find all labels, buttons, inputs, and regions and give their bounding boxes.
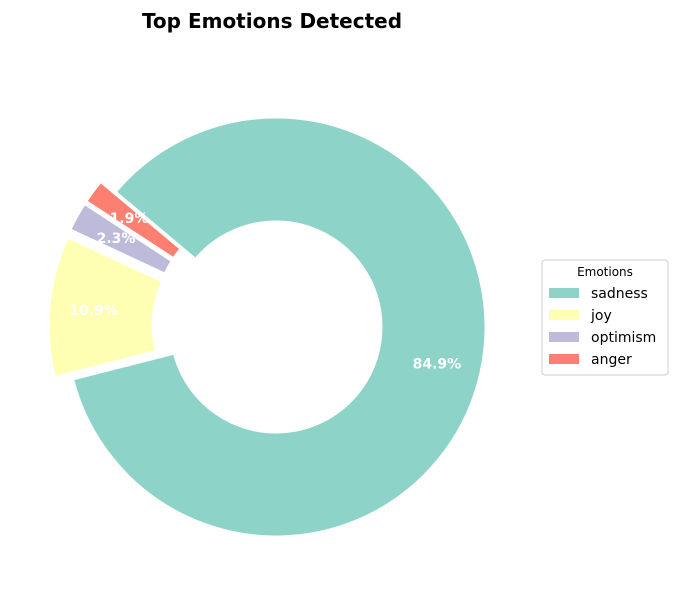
legend-label-joy: joy [590,308,612,324]
legend-swatch-optimism [549,332,579,342]
pct-label-anger: 1.9% [110,211,149,227]
pct-label-optimism: 2.3% [97,231,136,247]
percent-labels: 84.9% 10.9% 2.3% 1.9% [70,211,462,373]
legend-swatch-sadness [549,288,579,298]
legend-label-optimism: optimism [591,330,656,346]
legend-swatch-joy [549,310,579,320]
pct-label-joy: 10.9% [70,303,119,319]
slice-anger [83,179,184,261]
legend: Emotions sadness joy optimism anger [541,259,669,376]
legend-title: Emotions [577,265,633,279]
slice-joy [46,235,165,380]
legend-label-sadness: sadness [591,286,648,302]
legend-swatch-anger [549,354,579,364]
legend-label-anger: anger [591,352,632,368]
pct-label-sadness: 84.9% [413,357,462,373]
legend-items: sadness joy optimism anger [549,286,656,368]
donut-slices [46,115,488,539]
chart-title: Top Emotions Detected [142,9,402,33]
slice-optimism [67,201,175,277]
slice-sadness [70,115,488,539]
